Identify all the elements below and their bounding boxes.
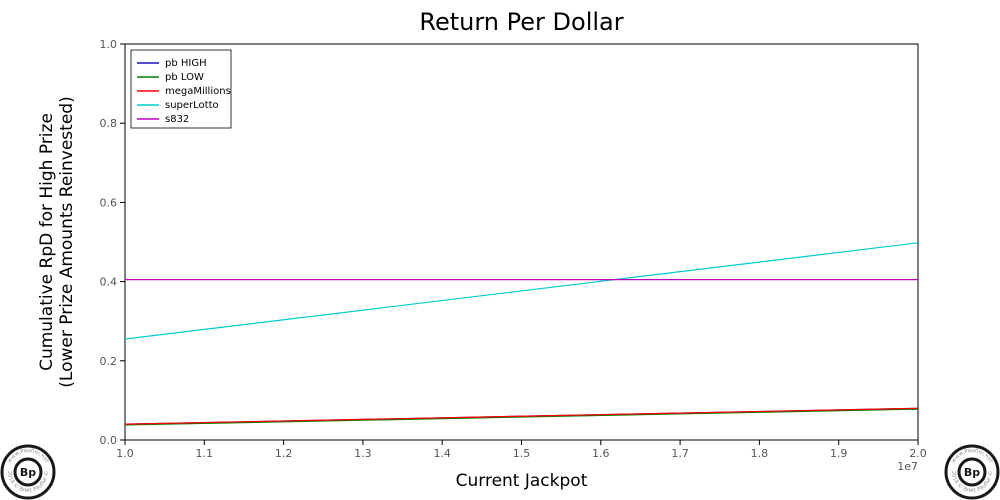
legend-label: superLotto (165, 100, 219, 111)
x-tick-label: 1.2 (275, 447, 293, 460)
x-exponent: 1e7 (897, 460, 918, 473)
y-tick-label: 0.8 (100, 117, 118, 130)
y-tick-label: 1.0 (100, 38, 118, 51)
x-tick-label: 1.6 (592, 447, 610, 460)
watermark-initials: Bp (964, 466, 980, 479)
legend-label: megaMillions (165, 86, 231, 97)
watermark-badge: Bpwww.Paufler.net2014 © Brett Paufler © (2, 446, 54, 498)
x-tick-label: 1.8 (751, 447, 769, 460)
legend-label: pb LOW (165, 72, 204, 83)
y-tick-label: 0.0 (100, 434, 118, 447)
watermark-badge: Bpwww.Paufler.net2014 © Brett Paufler © (946, 446, 998, 498)
return-per-dollar-chart: 1.0 1.1 1.2 1.3 1.4 1.5 1.6 1.7 1.8 1.9 2.01e7 0.0 0… (0, 0, 1000, 500)
y-tick-label: 0.4 (100, 276, 118, 289)
x-tick-label: 1.5 (513, 447, 531, 460)
y-axis-label-line2: (Lower Prize Amounts Reinvested) (57, 96, 77, 387)
x-tick-label: 1.3 (354, 447, 372, 460)
y-tick-label: 0.2 (100, 355, 118, 368)
chart-title: Return Per Dollar (419, 8, 623, 36)
x-tick-label: 1.9 (830, 447, 848, 460)
y-axis-label-line1: Cumulative RpD for High Prize (37, 113, 57, 371)
x-axis-label: Current Jackpot (456, 471, 588, 491)
x-tick-label: 1.1 (196, 447, 214, 460)
watermark-initials: Bp (20, 466, 36, 479)
legend-label: pb HIGH (165, 58, 207, 69)
x-tick-label: 1.7 (671, 447, 689, 460)
legend-label: s832 (165, 114, 189, 125)
x-tick-label: 1.0 (116, 447, 134, 460)
x-tick-label: 2.0 (909, 447, 927, 460)
x-tick-label: 1.4 (433, 447, 451, 460)
y-tick-label: 0.6 (100, 196, 118, 209)
